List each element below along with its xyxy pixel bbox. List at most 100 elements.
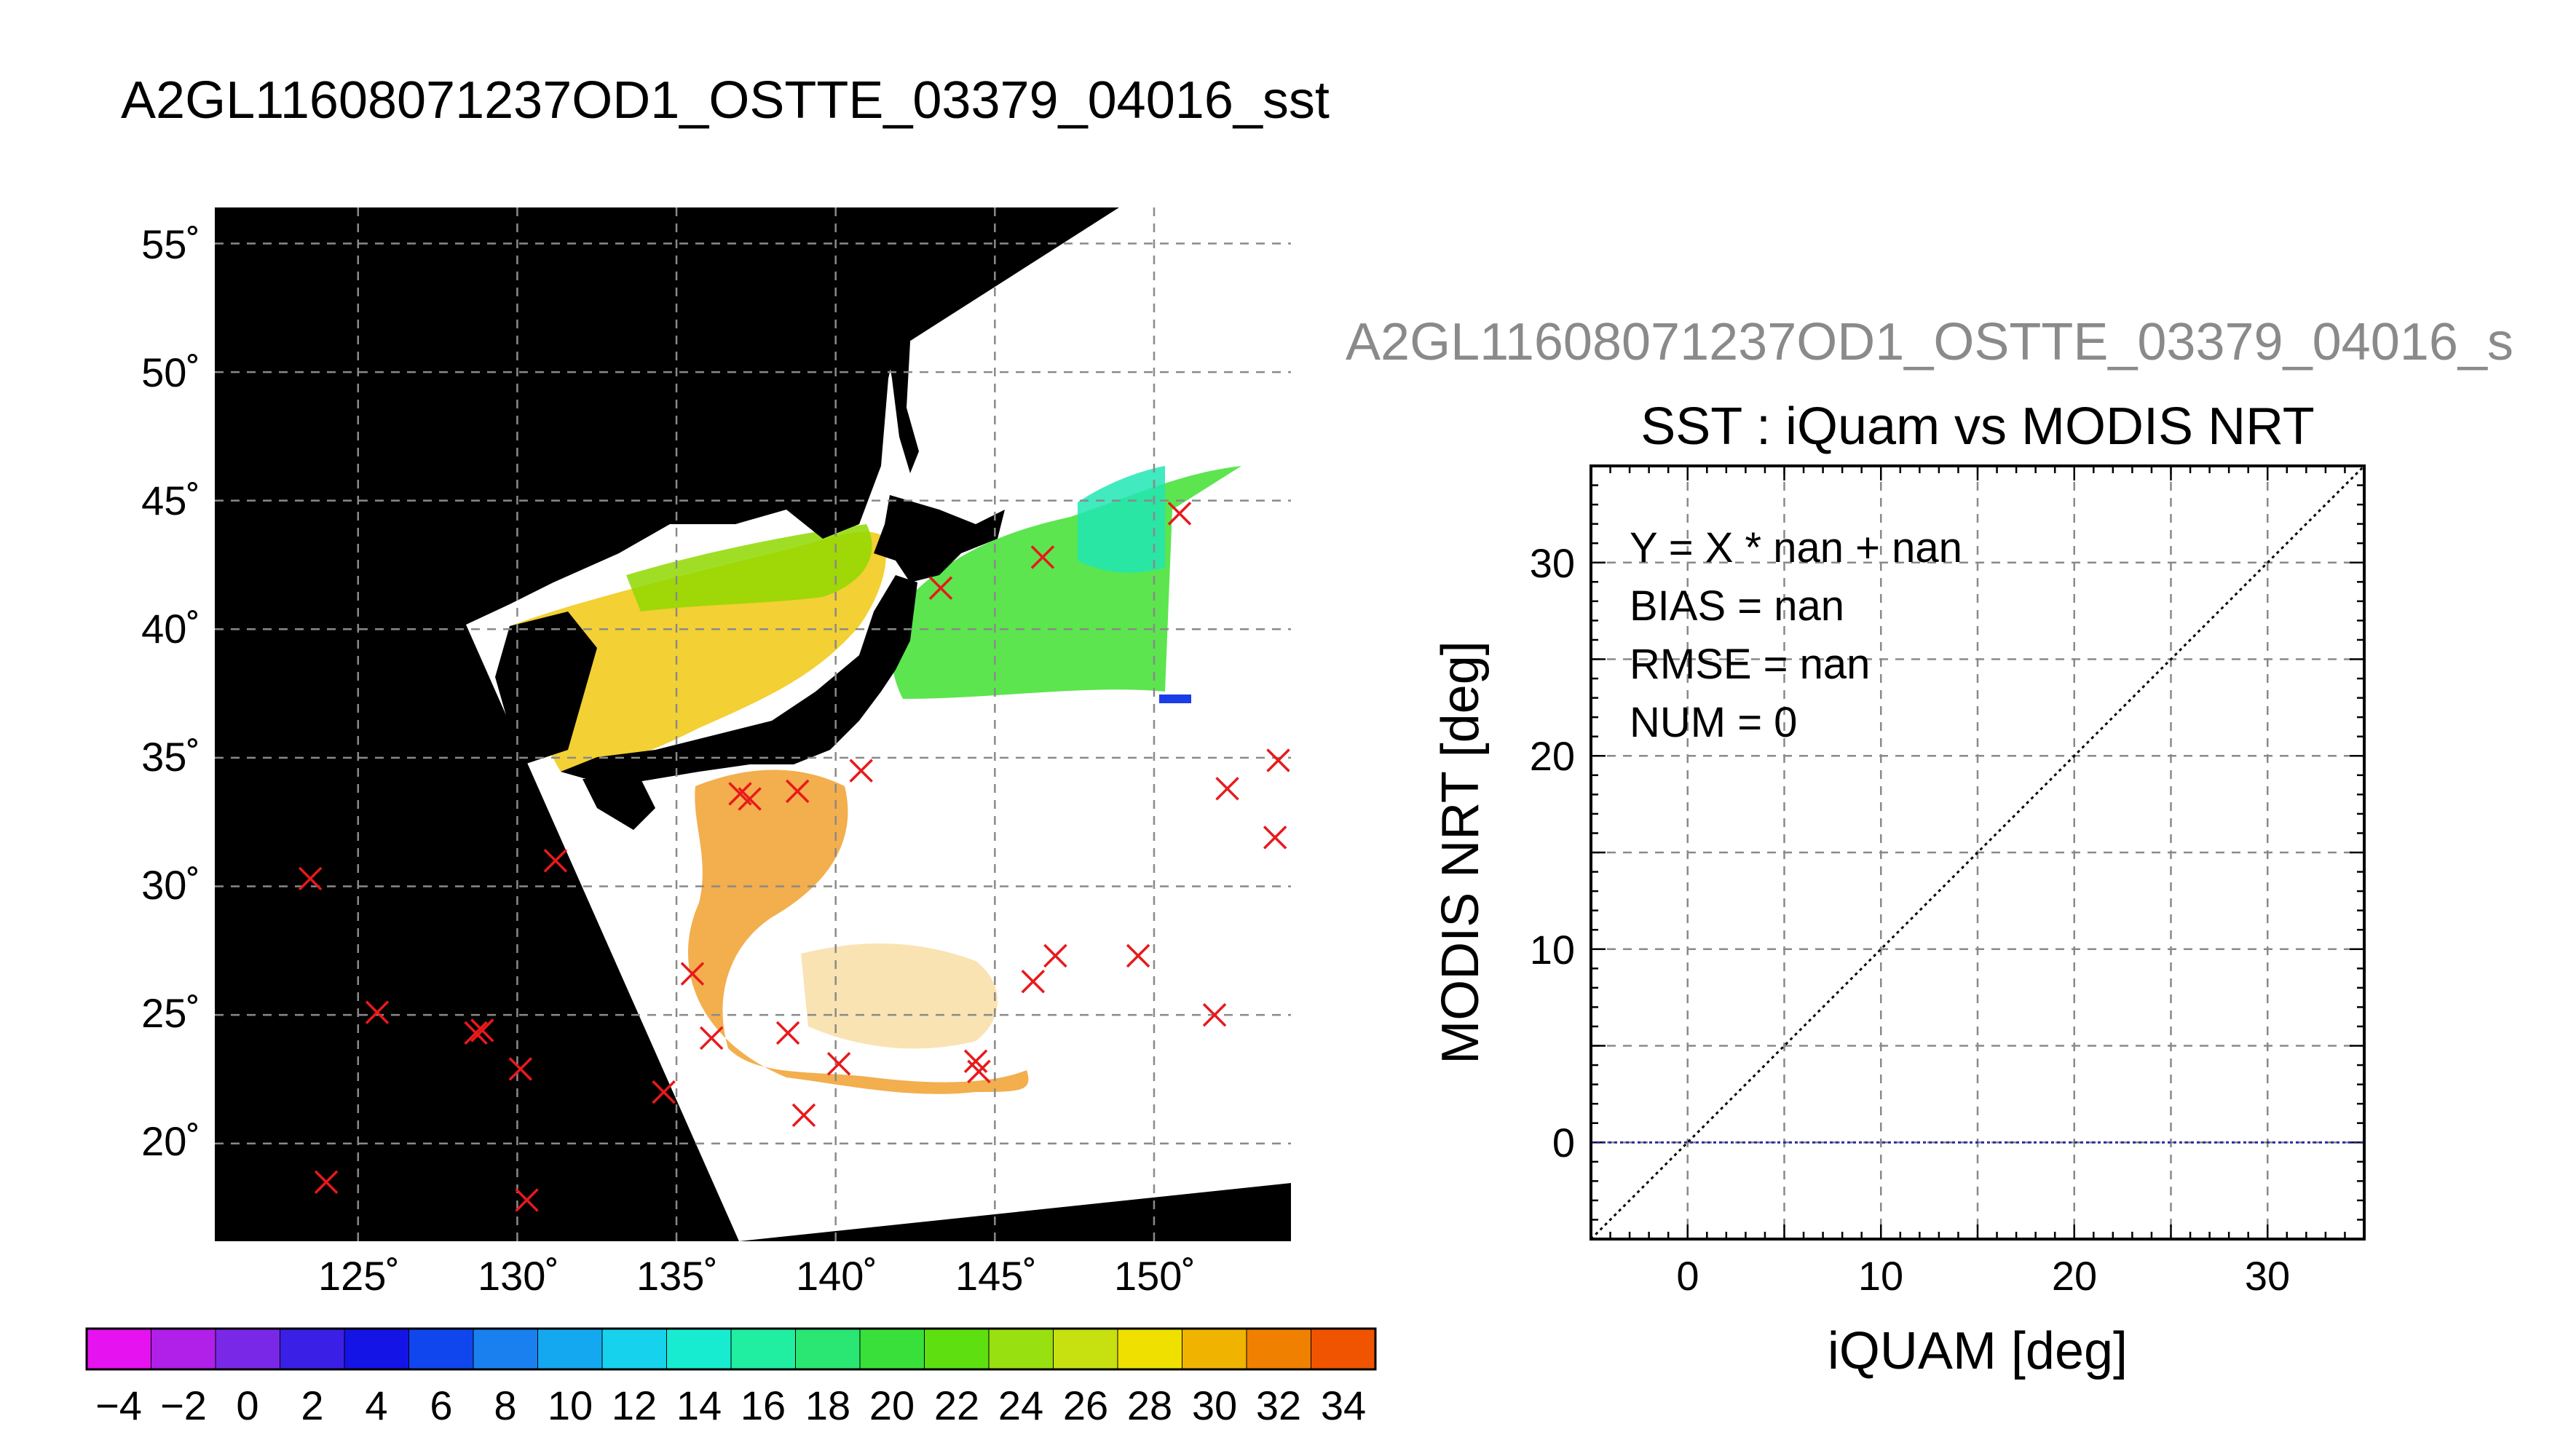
colorbar-segment [795, 1328, 861, 1370]
lat-tick-label: 25˚ [141, 990, 200, 1036]
match-marker [826, 1052, 851, 1076]
land-korea [495, 612, 597, 764]
match-marker [738, 787, 762, 811]
lat-tick-label: 55˚ [141, 221, 200, 267]
colorbar-segment [408, 1328, 474, 1370]
land-kyushu [583, 779, 655, 830]
colorbar-segment [601, 1328, 668, 1370]
match-marker [1030, 545, 1055, 569]
sst-region-ocean-east [801, 943, 998, 1049]
colorbar-label: 22 [934, 1382, 979, 1428]
match-marker [1167, 502, 1192, 526]
match-marker [1266, 748, 1290, 772]
colorbar-segment [988, 1328, 1054, 1370]
colorbar-segment [1182, 1328, 1247, 1370]
y-tick-label: 0 [1552, 1120, 1575, 1166]
match-marker [365, 1000, 390, 1024]
colorbar-label: 18 [805, 1382, 850, 1428]
main-title: A2GL11608071237OD1_OSTTE_03379_04016_sst [121, 71, 1330, 130]
match-marker [849, 759, 873, 783]
colorbar-segment [1053, 1328, 1118, 1370]
colorbar-segment [215, 1328, 281, 1370]
colorbar-segment [344, 1328, 410, 1370]
match-marker [699, 1026, 724, 1051]
colorbar: −4 −2 0 2 4 6 8 10 12 14 16 18 20 22 24 … [85, 1327, 1377, 1428]
match-marker [508, 1057, 533, 1081]
scatter-stats: Y = X * nan + nan BIAS = nan RMSE = nan … [1630, 524, 1962, 746]
lat-tick-label: 30˚ [141, 862, 200, 908]
swath [466, 207, 1291, 1241]
match-marker [298, 866, 323, 891]
scatter-x-axis-label: iQUAM [deg] [1828, 1322, 2128, 1380]
lon-tick-label: 125˚ [318, 1253, 400, 1299]
colorbar-label: 16 [741, 1382, 786, 1428]
colorbar-segment [730, 1328, 797, 1370]
land-hokkaido [874, 495, 1005, 582]
match-markers [298, 502, 1290, 1212]
match-marker [967, 1059, 991, 1084]
match-marker [515, 1188, 539, 1212]
colorbar-label: 10 [548, 1382, 593, 1428]
colorbar-segment [537, 1328, 603, 1370]
colorbar-label: 30 [1192, 1382, 1237, 1428]
stats-bias: BIAS = nan [1630, 582, 1844, 630]
x-tick-label: 30 [2245, 1253, 2290, 1299]
colorbar-label: 34 [1321, 1382, 1366, 1428]
colorbar-segment [666, 1328, 732, 1370]
match-marker [543, 848, 568, 873]
x-tick-label: 20 [2052, 1253, 2097, 1299]
stats-rmse: RMSE = nan [1630, 641, 1870, 688]
scatter-x-tick-labels: 0 10 20 30 [1676, 1253, 2290, 1299]
stats-equation: Y = X * nan + nan [1630, 524, 1962, 571]
match-marker [1021, 969, 1046, 994]
match-marker [1126, 943, 1150, 968]
colorbar-label: −4 [95, 1382, 142, 1428]
sst-region-blue-spot [1159, 695, 1191, 703]
match-marker [785, 779, 810, 804]
lon-tick-label: 130˚ [478, 1253, 559, 1299]
colorbar-segment [1246, 1328, 1312, 1370]
colorbar-label: 26 [1063, 1382, 1108, 1428]
match-marker [1043, 943, 1067, 968]
lat-tick-label: 35˚ [141, 734, 200, 780]
land-sakhalin [882, 277, 919, 473]
sst-region-sea-of-japan-green [626, 524, 872, 612]
match-marker [652, 1080, 676, 1104]
lat-tick-label: 20˚ [141, 1118, 200, 1164]
colorbar-label: 6 [430, 1382, 452, 1428]
lon-tick-label: 145˚ [955, 1253, 1037, 1299]
land-asia [215, 207, 903, 888]
land-honshu [561, 575, 917, 786]
identity-line [1590, 464, 2366, 1241]
match-marker [928, 576, 953, 601]
lat-tick-label: 45˚ [141, 478, 200, 523]
match-marker [1202, 1002, 1227, 1027]
colorbar-label: 24 [998, 1382, 1043, 1428]
match-marker [464, 1021, 488, 1045]
x-tick-label: 0 [1676, 1253, 1699, 1299]
colorbar-segment [1117, 1328, 1183, 1370]
colorbar-segment [1311, 1328, 1376, 1370]
colorbar-segment [86, 1328, 152, 1370]
colorbar-label: 4 [365, 1382, 387, 1428]
lat-tick-label: 50˚ [141, 349, 200, 395]
match-marker [775, 1021, 800, 1045]
colorbar-label: 2 [301, 1382, 323, 1428]
match-marker [1215, 777, 1239, 801]
y-tick-label: 30 [1530, 540, 1575, 586]
colorbar-segment [924, 1328, 990, 1370]
scatter-file-title: A2GL11608071237OD1_OSTTE_03379_04016_s [1346, 313, 2513, 371]
scatter-panel: A2GL11608071237OD1_OSTTE_03379_04016_s S… [1346, 313, 2513, 1380]
colorbar-label: 0 [236, 1382, 258, 1428]
scatter-y-tick-labels: 0 10 20 30 [1530, 540, 1575, 1166]
sst-region-northeast-cyan [1078, 466, 1165, 573]
colorbar-segments [86, 1328, 1376, 1370]
lat-tick-labels: 55˚ 50˚ 45˚ 40˚ 35˚ 30˚ 25˚ 20˚ [141, 221, 200, 1164]
map-grid [215, 207, 1291, 1241]
stats-num: NUM = 0 [1630, 699, 1797, 746]
match-marker [791, 1103, 816, 1128]
colorbar-segment [473, 1328, 539, 1370]
colorbar-label: 14 [676, 1382, 722, 1428]
colorbar-segment [859, 1328, 925, 1370]
